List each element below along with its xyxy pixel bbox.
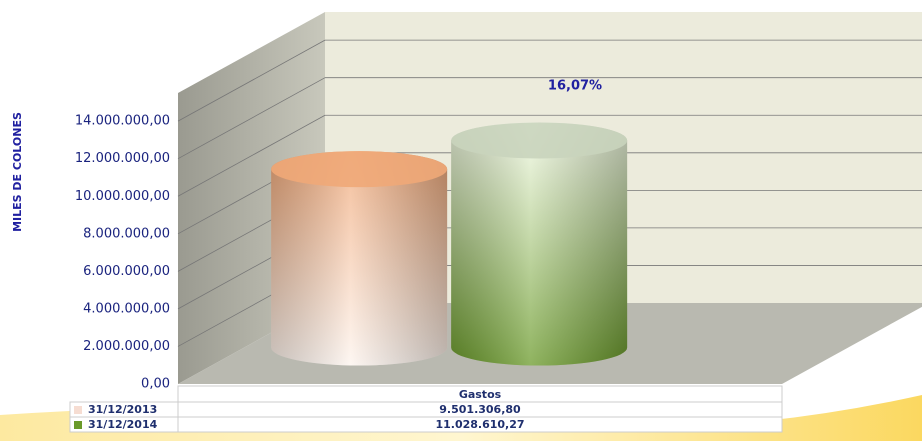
legend-label: 31/12/2014 (88, 418, 158, 431)
y-tick-label: 0,00 (141, 377, 170, 392)
cylinder-shade (451, 122, 628, 366)
value-label: 11.028.610,27 (435, 418, 524, 431)
y-tick-label: 2.000.000,00 (83, 339, 170, 354)
x-tick-label: Gastos (459, 388, 502, 401)
value-label: 9.501.306,80 (439, 403, 521, 416)
table-row (69, 401, 783, 418)
y-tick-label: 4.000.000,00 (83, 301, 170, 316)
cylinder-shade (271, 151, 448, 366)
table-row (69, 416, 783, 433)
y-tick-label: 12.000.000,00 (75, 151, 170, 166)
y-tick-label: 8.000.000,00 (83, 226, 170, 241)
grid-line (177, 39, 326, 122)
y-tick-label: 6.000.000,00 (83, 264, 170, 279)
data-table (69, 385, 783, 433)
y-axis-label: MILES DE COLONES (11, 112, 24, 232)
y-tick-label: 10.000.000,00 (75, 189, 170, 204)
legend-swatch (74, 406, 82, 414)
cylinder-top (271, 151, 448, 188)
grid-line (177, 77, 326, 160)
y-tick-label: 14.000.000,00 (75, 114, 170, 129)
cylinder-top (451, 122, 628, 159)
grid-line (177, 114, 326, 197)
legend-swatch (74, 421, 82, 429)
legend-label: 31/12/2013 (88, 403, 157, 416)
annotation: 16,07% (548, 79, 602, 94)
